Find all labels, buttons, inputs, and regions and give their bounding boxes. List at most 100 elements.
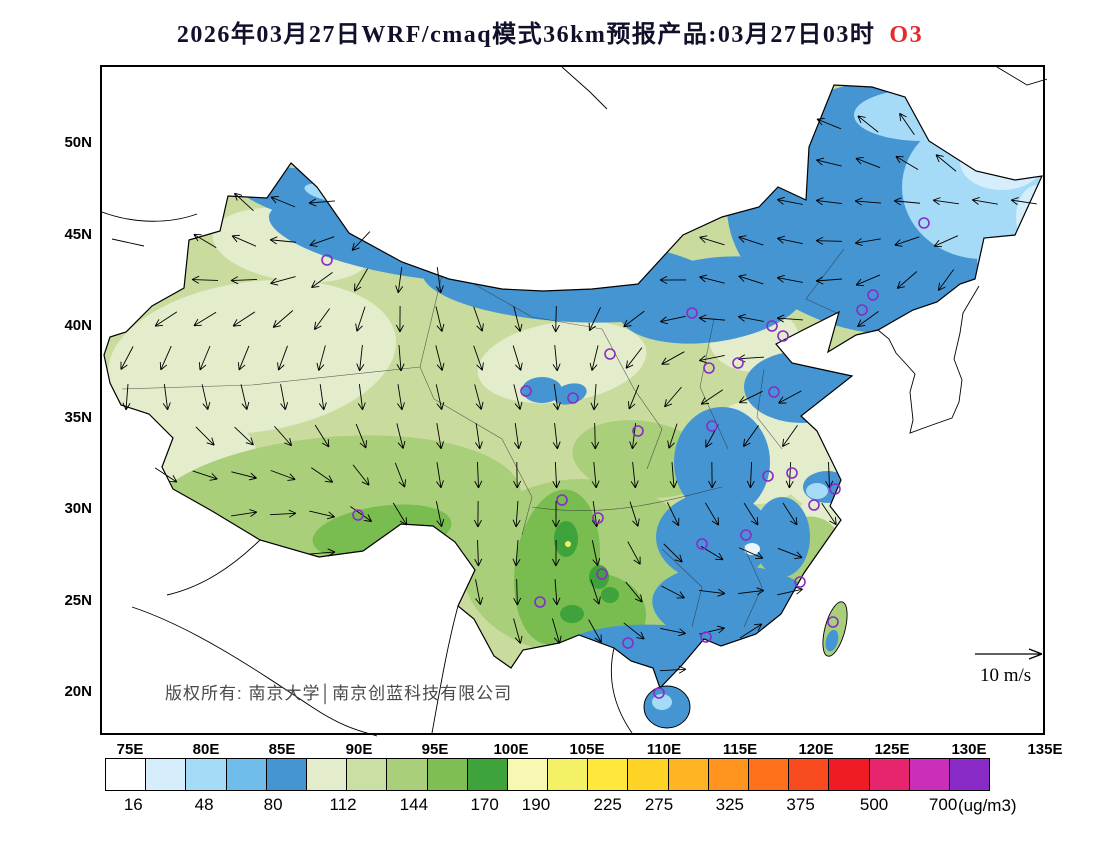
wind-arrow-icon bbox=[776, 274, 803, 283]
wind-arrow-icon bbox=[513, 423, 522, 450]
wind-arrow-icon bbox=[551, 305, 560, 333]
wind-arrow-icon bbox=[551, 500, 560, 528]
wind-arrow-icon bbox=[274, 425, 293, 447]
city-marker bbox=[653, 687, 665, 699]
wind-arrow-icon bbox=[435, 267, 444, 294]
wind-arrow-icon bbox=[971, 197, 998, 205]
city-marker bbox=[766, 320, 778, 332]
wind-arrow-icon bbox=[708, 461, 717, 489]
india-border bbox=[166, 539, 261, 596]
wind-arrow-icon bbox=[154, 467, 178, 483]
wind-arrow-icon bbox=[436, 462, 444, 489]
wind-arrow-icon bbox=[660, 627, 687, 637]
wind-arrow-icon bbox=[854, 238, 881, 246]
bay-of-bengal-coast bbox=[131, 606, 378, 737]
wind-arrow-icon bbox=[394, 462, 406, 488]
wind-arrow-icon bbox=[699, 235, 725, 246]
wind-arrow-icon bbox=[195, 426, 215, 446]
wind-arrow-icon bbox=[821, 502, 837, 526]
page-title: 2026年03月27日WRF/cmaq模式36km预报产品:03月27日03时 O… bbox=[0, 14, 1100, 49]
wind-arrow-icon bbox=[269, 509, 297, 518]
wind-arrow-icon bbox=[664, 386, 682, 408]
wind-arrow-icon bbox=[311, 467, 334, 483]
colorbar-tick-label: 170 bbox=[470, 795, 499, 814]
city-marker bbox=[686, 307, 698, 319]
lon-tick-label: 125E bbox=[874, 741, 910, 758]
city-marker bbox=[777, 330, 789, 342]
wind-arrow-icon bbox=[395, 267, 404, 294]
wind-arrows bbox=[120, 112, 1037, 674]
lon-tick-label: 135E bbox=[1027, 741, 1063, 758]
wind-arrow-icon bbox=[552, 345, 561, 372]
colorbar-tick-label: 16 bbox=[123, 795, 143, 814]
wind-arrow-icon bbox=[857, 115, 879, 133]
city-marker bbox=[321, 254, 333, 266]
colorbar-unit: (ug/m3) bbox=[958, 796, 1017, 815]
wind-arrow-icon bbox=[737, 313, 764, 322]
lon-tick-label: 75E bbox=[116, 741, 144, 758]
city-marker bbox=[567, 392, 579, 404]
china-forecast-map: 10 m/s bbox=[102, 67, 1047, 737]
wind-arrow-icon bbox=[699, 274, 725, 284]
wind-arrow-icon bbox=[785, 461, 794, 489]
colorbar-tick-label: 500 bbox=[859, 795, 889, 814]
colorbar-cell bbox=[467, 759, 508, 790]
wind-arrow-icon bbox=[738, 274, 764, 285]
city-marker bbox=[732, 357, 744, 369]
city-marker bbox=[808, 499, 820, 511]
wind-arrow-icon bbox=[588, 619, 602, 643]
wind-arrow-icon bbox=[669, 462, 678, 489]
city-marker bbox=[632, 425, 644, 437]
wind-arrow-icon bbox=[854, 197, 881, 206]
wind-arrow-icon bbox=[551, 539, 560, 567]
wind-arrow-icon bbox=[742, 425, 759, 447]
lon-tick-label: 80E bbox=[192, 741, 220, 758]
colorbar-tick-label: 144 bbox=[399, 795, 429, 814]
colorbar-cell bbox=[588, 759, 629, 790]
wind-arrow-icon bbox=[777, 547, 803, 559]
colorbar-cell bbox=[186, 759, 227, 790]
wind-arrow-icon bbox=[623, 310, 645, 328]
wind-arrow-icon bbox=[738, 390, 763, 404]
wind-arrow-icon bbox=[234, 426, 254, 446]
wind-arrow-icon bbox=[855, 274, 881, 287]
colorbar-tick-label: 80 bbox=[263, 795, 283, 814]
wind-arrow-icon bbox=[272, 310, 294, 328]
wind-arrow-icon bbox=[234, 192, 254, 212]
wind-arrow-icon bbox=[314, 424, 330, 448]
lat-tick-label: 35N bbox=[64, 409, 92, 426]
wind-arrow-icon bbox=[475, 579, 484, 606]
title-pollutant: O3 bbox=[889, 22, 924, 48]
wind-arrow-icon bbox=[816, 117, 842, 130]
wind-arrow-icon bbox=[392, 502, 408, 526]
wind-arrow-icon bbox=[551, 618, 562, 644]
colorbar-cell bbox=[869, 759, 910, 790]
city-marker bbox=[534, 596, 546, 608]
wind-arrow-icon bbox=[816, 157, 842, 167]
wind-arrow-icon bbox=[397, 384, 405, 411]
wind-arrow-icon bbox=[588, 307, 601, 332]
wind-arrow-icon bbox=[395, 305, 404, 333]
wind-arrow-icon bbox=[350, 506, 373, 522]
wind-arrow-icon bbox=[474, 423, 483, 450]
wind-arrow-icon bbox=[435, 306, 445, 332]
city-marker bbox=[740, 529, 752, 541]
wind-arrow-icon bbox=[270, 470, 296, 481]
city-marker bbox=[556, 494, 568, 506]
city-marker bbox=[696, 538, 708, 550]
wind-arrow-icon bbox=[353, 268, 368, 292]
city-marker bbox=[856, 304, 868, 316]
lon-tick-label: 130E bbox=[951, 741, 987, 758]
city-marker bbox=[703, 362, 715, 374]
wind-arrow-icon bbox=[356, 345, 365, 372]
wind-arrow-icon bbox=[739, 623, 763, 639]
wind-arrow-icon bbox=[738, 587, 765, 596]
city-marker bbox=[762, 470, 774, 482]
wind-scale-label: 10 m/s bbox=[980, 665, 1031, 686]
city-marker bbox=[918, 217, 930, 229]
colorbar-tick-label: 112 bbox=[329, 795, 357, 814]
colorbar-tick-label: 190 bbox=[521, 795, 551, 814]
wind-arrow-icon bbox=[552, 384, 561, 411]
colorbar-tick-label: 48 bbox=[194, 795, 214, 814]
colorbar-cell bbox=[749, 759, 790, 790]
